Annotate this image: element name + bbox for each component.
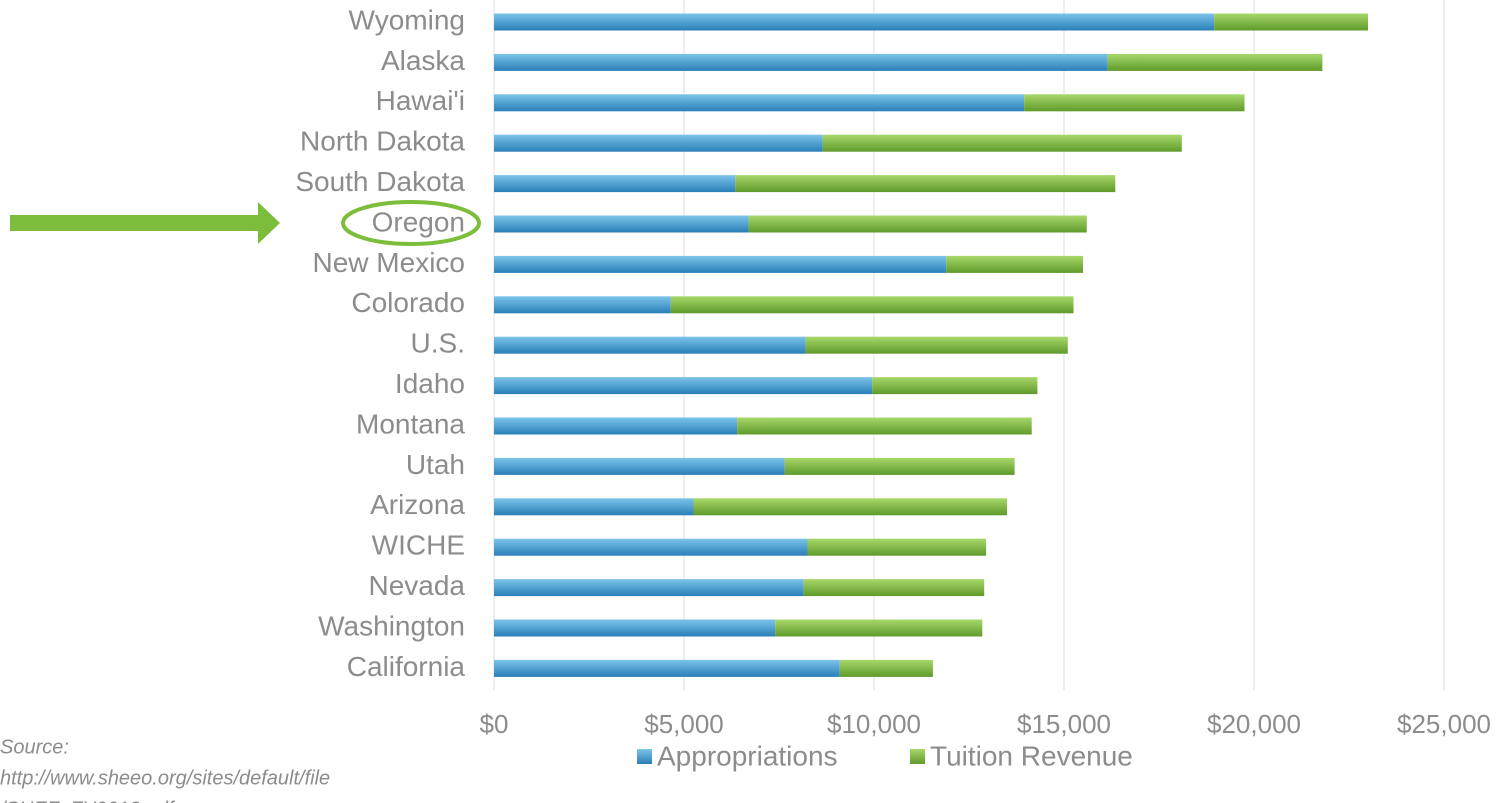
x-tick-label: $5,000 bbox=[644, 709, 724, 739]
legend-swatch bbox=[910, 749, 925, 764]
y-tick-label: Alaska bbox=[381, 45, 465, 76]
y-tick-label: Idaho bbox=[395, 368, 465, 399]
y-tick-label: Utah bbox=[406, 449, 465, 480]
bar bbox=[1107, 53, 1323, 71]
bar bbox=[494, 417, 738, 435]
bar bbox=[494, 134, 823, 152]
y-tick-label: New Mexico bbox=[313, 247, 465, 278]
bar bbox=[494, 53, 1108, 71]
bar bbox=[494, 296, 671, 314]
bar bbox=[748, 215, 1087, 233]
y-tick-label: Hawai'i bbox=[376, 85, 465, 116]
bar bbox=[670, 296, 1074, 314]
bar bbox=[494, 579, 804, 597]
bar bbox=[839, 659, 933, 677]
bar bbox=[494, 457, 785, 475]
y-tick-label: California bbox=[347, 651, 466, 682]
y-tick-label: North Dakota bbox=[300, 126, 465, 157]
bar bbox=[1214, 13, 1368, 31]
legend-swatch bbox=[637, 749, 652, 764]
y-tick-label: U.S. bbox=[411, 328, 465, 359]
bar bbox=[735, 175, 1116, 193]
x-tick-label: $20,000 bbox=[1207, 709, 1301, 739]
bar bbox=[822, 134, 1182, 152]
bar bbox=[494, 94, 1025, 112]
bar bbox=[494, 538, 808, 556]
bar bbox=[784, 457, 1015, 475]
bar bbox=[737, 417, 1032, 435]
bar bbox=[693, 498, 1007, 516]
legend-label: Tuition Revenue bbox=[930, 740, 1133, 771]
x-tick-label: $15,000 bbox=[1017, 709, 1111, 739]
bar bbox=[494, 13, 1215, 31]
x-tick-label: $25,000 bbox=[1397, 709, 1491, 739]
bar bbox=[494, 619, 776, 637]
y-tick-label: Nevada bbox=[368, 570, 465, 601]
bar bbox=[803, 579, 985, 597]
bar bbox=[494, 377, 873, 395]
bar bbox=[494, 498, 694, 516]
bar bbox=[775, 619, 983, 637]
y-tick-label: Wyoming bbox=[349, 4, 465, 35]
bar bbox=[805, 336, 1068, 354]
y-tick-label: WICHE bbox=[372, 530, 465, 561]
source-note: http://www.sheeo.org/sites/default/file bbox=[0, 767, 330, 789]
legend-label: Appropriations bbox=[657, 740, 838, 771]
bar bbox=[494, 255, 947, 273]
bar bbox=[494, 175, 736, 193]
bar bbox=[872, 377, 1038, 395]
y-tick-label: Montana bbox=[356, 408, 465, 439]
y-tick-label: Colorado bbox=[351, 287, 465, 318]
y-tick-label: Arizona bbox=[370, 489, 465, 520]
highlight-circle bbox=[341, 200, 481, 246]
bar bbox=[494, 336, 806, 354]
y-tick-label: Oregon bbox=[372, 206, 465, 237]
source-note: /SHEF_FY2013.pdf bbox=[0, 798, 176, 803]
source-note: Source: bbox=[0, 736, 69, 758]
y-tick-label: South Dakota bbox=[295, 166, 465, 197]
bar bbox=[807, 538, 987, 556]
bar bbox=[494, 215, 749, 233]
y-tick-label: Washington bbox=[318, 610, 465, 641]
bar bbox=[494, 659, 840, 677]
bar bbox=[1024, 94, 1245, 112]
x-tick-label: $0 bbox=[480, 709, 509, 739]
bar bbox=[946, 255, 1083, 273]
x-tick-label: $10,000 bbox=[827, 709, 921, 739]
arrow bbox=[10, 202, 280, 244]
